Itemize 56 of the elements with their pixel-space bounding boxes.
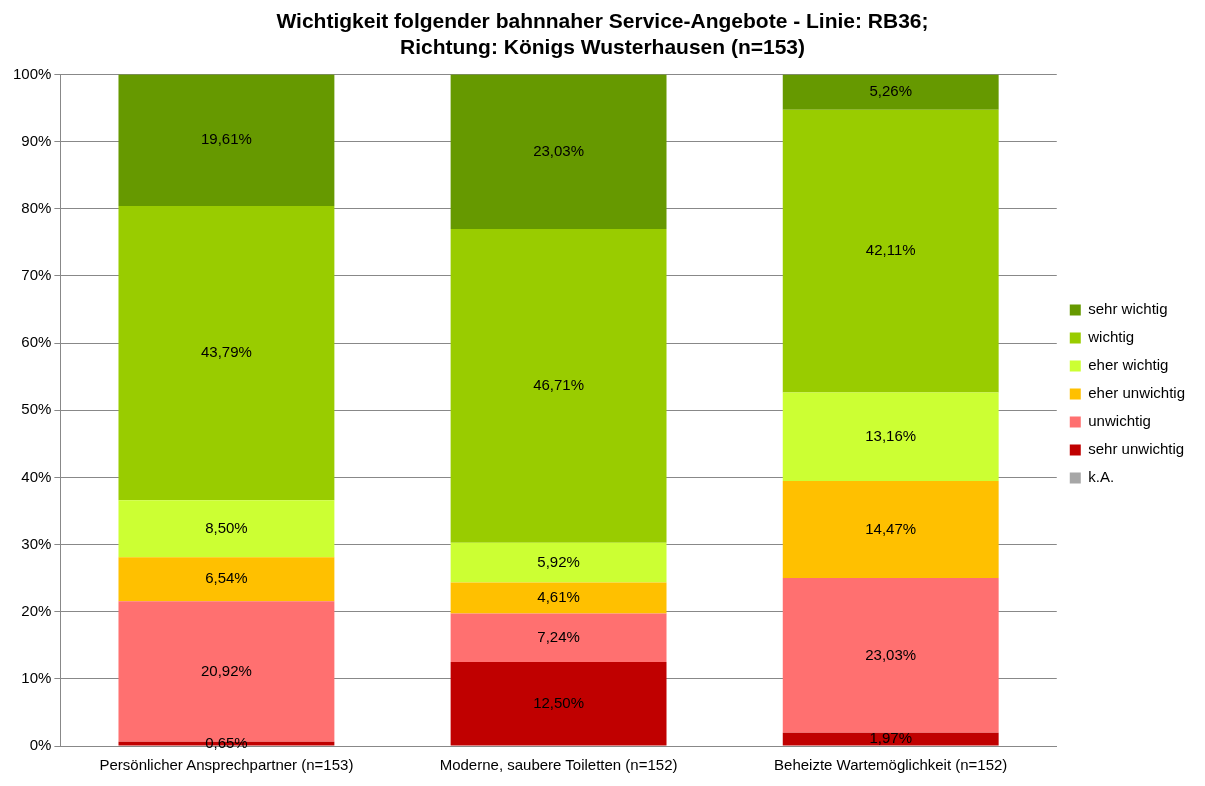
legend-label: unwichtig <box>1088 412 1151 430</box>
y-tick-label: 20% <box>21 601 52 619</box>
bar <box>782 392 999 481</box>
chart-title: Wichtigkeit folgender bahnnaher Service-Angebote - Linie: RB36; Richtung: Königs Wusterhausen (n=153) <box>276 9 929 58</box>
bar <box>450 613 667 663</box>
y-tick-label: 90% <box>21 131 52 149</box>
data-label: 8,50% <box>205 518 248 536</box>
data-label: 4,61% <box>537 588 580 606</box>
data-label: 23,03% <box>533 141 585 159</box>
data-label: 6,54% <box>205 569 248 587</box>
data-label: 5,26% <box>869 82 912 100</box>
y-tick-label: 0% <box>29 736 52 754</box>
bar <box>118 206 335 501</box>
data-label: 13,16% <box>865 426 917 444</box>
y-tick-label: 50% <box>21 400 52 418</box>
legend-label: eher unwichtig <box>1088 384 1186 402</box>
data-label: 19,61% <box>201 130 252 148</box>
legend-label: eher wichtig <box>1088 356 1169 374</box>
data-label: 1,97% <box>869 729 912 747</box>
bar <box>782 109 999 393</box>
legend-label: sehr wichtig <box>1088 300 1168 318</box>
y-tick-label: 30% <box>21 534 52 552</box>
legend-label: sehr unwichtig <box>1088 440 1185 458</box>
bar <box>782 732 999 746</box>
data-label: 7,24% <box>537 627 580 645</box>
x-tick-label: Beheizte Wartemöglichkeit (n=152) <box>774 756 1008 774</box>
y-tick-label: 60% <box>21 333 52 351</box>
data-label: 14,47% <box>865 519 917 537</box>
bar <box>782 74 999 110</box>
bar <box>450 662 667 746</box>
bar <box>782 578 999 733</box>
legend-label: k.A. <box>1088 468 1115 486</box>
y-tick-label: 10% <box>21 668 52 686</box>
data-label: 43,79% <box>201 343 252 361</box>
bar <box>450 542 667 583</box>
data-label: 12,50% <box>533 693 585 711</box>
y-tick-label: 100% <box>12 64 52 82</box>
data-label: 0,65% <box>205 733 248 751</box>
x-tick-label: Persönlicher Ansprechpartner (n=153) <box>99 756 354 774</box>
data-label: 20,92% <box>201 661 252 679</box>
y-tick-label: 40% <box>21 467 52 485</box>
y-tick-label: 80% <box>21 198 52 216</box>
y-tick-label: 70% <box>21 266 52 284</box>
legend-label: wichtig <box>1087 328 1135 346</box>
data-label: 46,71% <box>533 376 585 393</box>
data-label: 23,03% <box>865 645 917 663</box>
data-label: 5,92% <box>537 552 580 570</box>
bar <box>450 229 667 543</box>
bar <box>118 557 335 602</box>
bar <box>782 480 999 579</box>
data-label: 42,11% <box>865 241 916 259</box>
bar <box>450 582 667 614</box>
bar <box>450 74 667 229</box>
bar <box>118 500 335 558</box>
x-tick-label: Moderne, saubere Toiletten (n=152) <box>439 756 678 774</box>
bar <box>118 74 335 207</box>
